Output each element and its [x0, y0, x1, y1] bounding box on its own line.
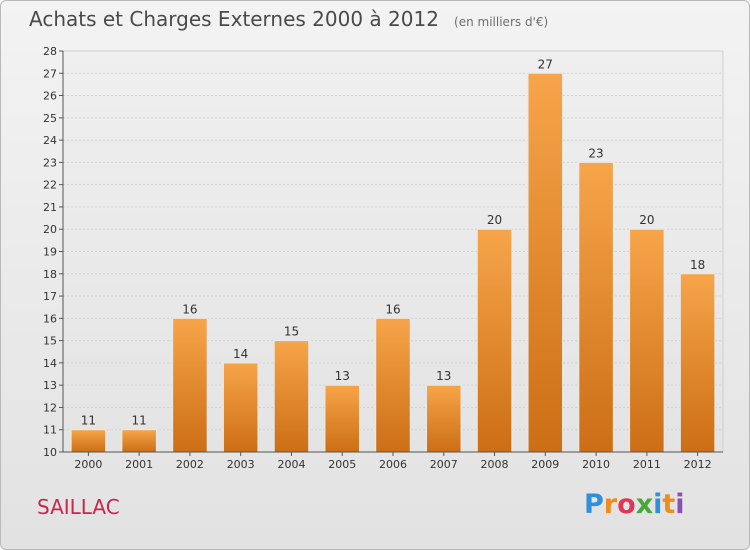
- y-tick-label: 17: [43, 290, 57, 303]
- y-tick-label: 19: [43, 246, 57, 259]
- bar-2007: [426, 384, 462, 453]
- chart-title: Achats et Charges Externes 2000 à 2012: [29, 7, 439, 31]
- y-tick-label: 14: [43, 357, 57, 370]
- x-tick-label: 2004: [277, 458, 305, 471]
- value-label: 16: [385, 302, 400, 316]
- bar-2010: [578, 161, 614, 453]
- logo-letter: o: [617, 489, 636, 520]
- value-label: 27: [538, 57, 553, 71]
- y-tick-label: 15: [43, 335, 57, 348]
- value-label: 11: [132, 414, 147, 428]
- x-axis-labels: 2000 2001 2002 2003 2004 2005 2006 2007 2008 2009…: [74, 452, 712, 471]
- y-tick-label: 28: [43, 45, 57, 58]
- value-label: 11: [81, 414, 96, 428]
- y-tick-label: 12: [43, 401, 57, 414]
- x-tick-label: 2012: [684, 458, 712, 471]
- y-tick-label: 24: [43, 134, 57, 147]
- y-tick-label: 16: [43, 312, 57, 325]
- logo-letter: i: [653, 489, 663, 520]
- logo-letter: x: [635, 489, 654, 520]
- y-tick-label: 10: [43, 446, 57, 459]
- y-tick-label: 18: [43, 268, 57, 281]
- y-tick-label: 27: [43, 67, 57, 80]
- title-row: Achats et Charges Externes 2000 à 2012 (…: [29, 7, 548, 31]
- chart-subtitle: (en milliers d'€): [454, 15, 549, 29]
- y-tick-label: 11: [43, 424, 57, 437]
- bar-2012: [679, 273, 716, 453]
- proxiti-logo[interactable]: Proxiti: [584, 489, 685, 520]
- x-tick-label: 2003: [227, 458, 255, 471]
- bar-2008: [476, 228, 513, 453]
- x-tick-label: 2001: [125, 458, 153, 471]
- bar-2002: [172, 317, 208, 453]
- x-tick-label: 2011: [633, 458, 661, 471]
- bar-2006: [375, 317, 411, 453]
- x-tick-label: 2010: [582, 458, 610, 471]
- logo-letter: t: [662, 489, 676, 520]
- y-tick-label: 20: [43, 223, 57, 236]
- x-tick-label: 2006: [379, 458, 407, 471]
- value-label: 20: [639, 213, 654, 227]
- x-tick-label: 2008: [481, 458, 509, 471]
- x-tick-label: 2000: [74, 458, 102, 471]
- bar-2005: [324, 384, 360, 453]
- bar-2004: [273, 340, 310, 453]
- x-tick-label: 2005: [328, 458, 356, 471]
- logo-letter: P: [584, 489, 604, 520]
- y-tick-label: 25: [43, 112, 57, 125]
- y-tick-label: 21: [43, 201, 57, 214]
- x-tick-label: 2002: [176, 458, 204, 471]
- y-axis-ticks: 10 11 12 13 14 15 16 17 18 19 20 21 22 23 24 25 26 27 28: [43, 45, 63, 459]
- y-tick-label: 26: [43, 90, 57, 103]
- value-label: 14: [233, 347, 248, 361]
- bars: 11 11 16 14 15 13 16 13 20 27 23 20 18: [70, 57, 716, 453]
- y-tick-label: 23: [43, 156, 57, 169]
- logo-letter: i: [675, 489, 685, 520]
- bar-2003: [222, 362, 259, 453]
- value-label: 13: [436, 369, 451, 383]
- value-label: 15: [284, 325, 299, 339]
- bar-2001: [121, 429, 157, 453]
- y-tick-label: 22: [43, 179, 57, 192]
- logo-letter: r: [603, 489, 618, 520]
- value-label: 18: [690, 258, 705, 272]
- value-label: 23: [588, 146, 603, 160]
- bar-2000: [70, 429, 107, 453]
- town-name: SAILLAC: [37, 495, 120, 519]
- x-tick-label: 2007: [430, 458, 458, 471]
- bar-2011: [629, 228, 665, 453]
- bar-2009: [527, 72, 564, 453]
- value-label: 13: [335, 369, 350, 383]
- value-label: 20: [487, 213, 502, 227]
- value-label: 16: [182, 302, 197, 316]
- y-tick-label: 13: [43, 379, 57, 392]
- x-tick-label: 2009: [531, 458, 559, 471]
